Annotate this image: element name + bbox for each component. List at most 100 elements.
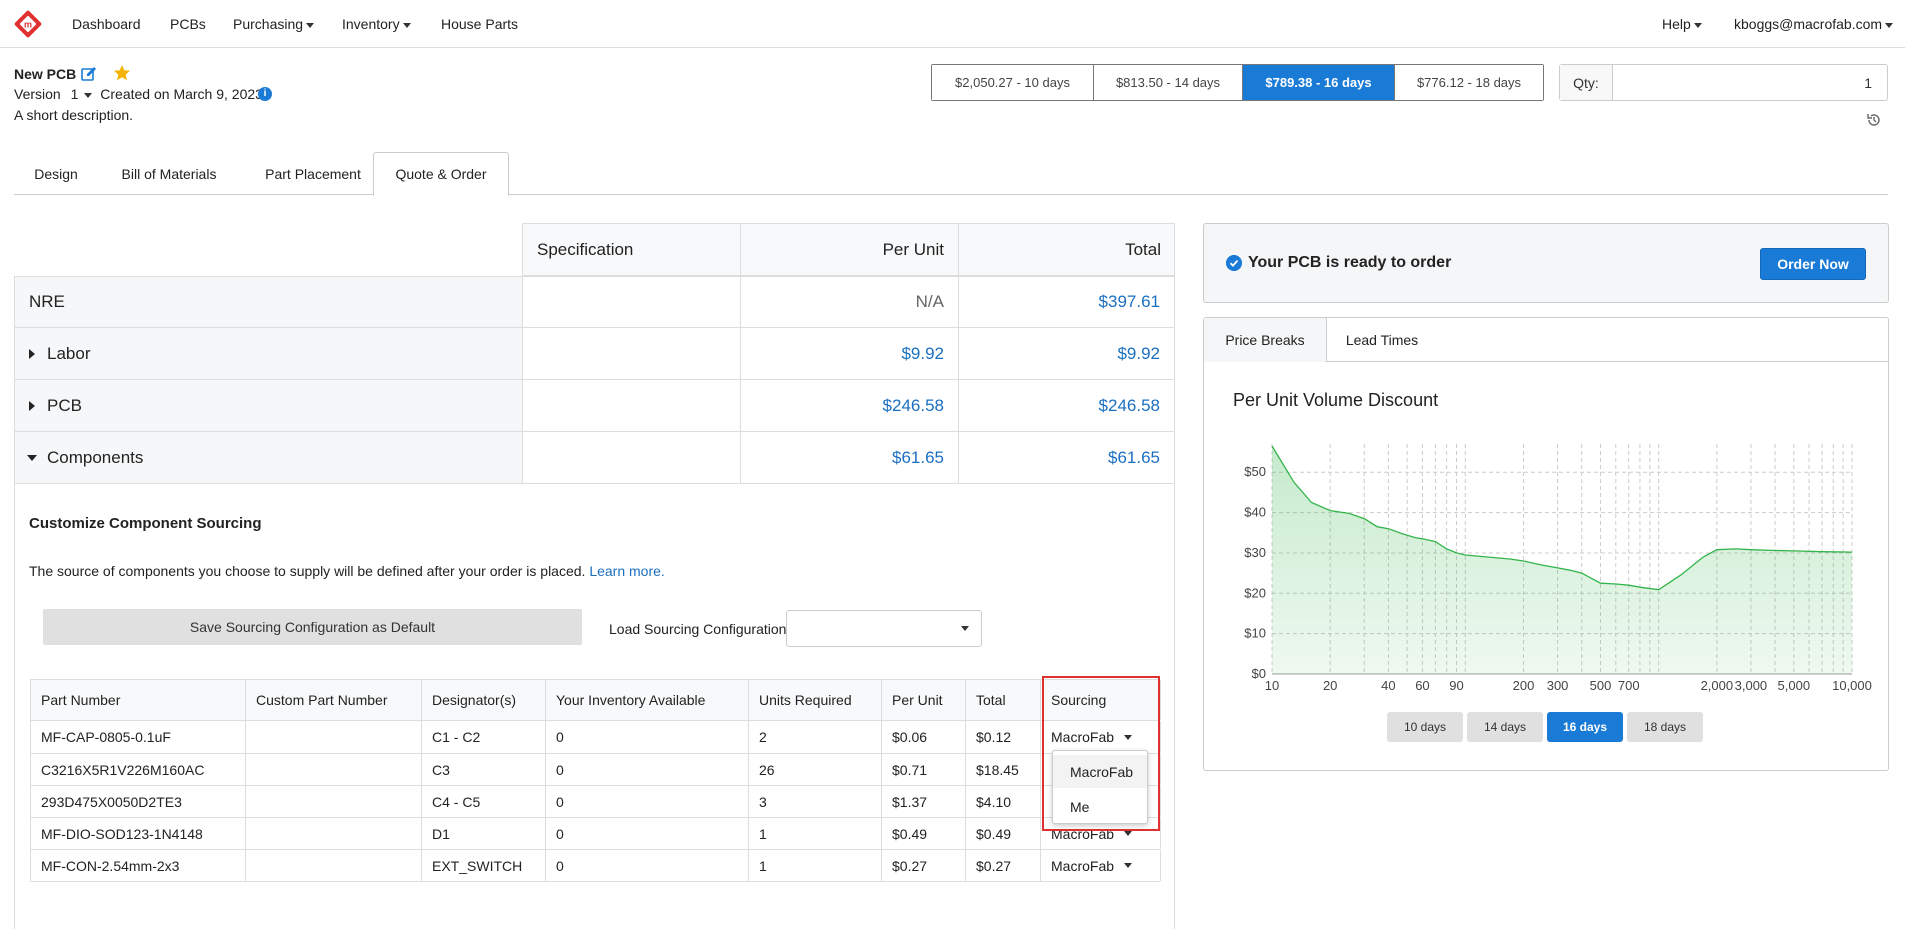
version-select[interactable]: 1 — [71, 86, 93, 102]
col-specification: Specification — [523, 224, 741, 275]
sourcing-select[interactable] — [1041, 754, 1161, 785]
tab-lead-times[interactable]: Lead Times — [1345, 332, 1419, 348]
nav-purchasing[interactable]: Purchasing — [233, 16, 315, 32]
pcb-tabs: Design Bill of Materials Part Placement … — [14, 152, 1888, 196]
day-button-18[interactable]: 18 days — [1627, 712, 1703, 742]
history-icon[interactable] — [1866, 112, 1882, 128]
table-cell: 2 — [749, 721, 882, 753]
price-option-10-days[interactable]: $2,050.27 - 10 days — [932, 65, 1094, 100]
table-cell — [246, 850, 422, 881]
day-button-group: 10 days 14 days 16 days 18 days — [1387, 712, 1703, 742]
table-cell: $0.49 — [882, 818, 966, 849]
sourcing-value: MacroFab — [1051, 825, 1115, 842]
macrofab-logo[interactable]: m — [12, 8, 44, 40]
series-area — [1272, 446, 1852, 674]
cost-row-label: Labor — [15, 328, 523, 379]
ready-text: Your PCB is ready to order — [1248, 254, 1452, 271]
pcb-title: New PCB — [14, 66, 77, 82]
cost-row-label-text: Labor — [47, 343, 91, 363]
nav-user-menu[interactable]: kboggs@macrofab.com — [1734, 16, 1894, 32]
edit-icon[interactable] — [81, 66, 97, 82]
table-cell: $0.27 — [882, 850, 966, 881]
chevron-down-icon — [402, 22, 411, 28]
per-unit-cell: $246.58 — [741, 380, 959, 431]
save-sourcing-default-button[interactable]: Save Sourcing Configuration as Default — [43, 609, 582, 645]
cost-row-label: PCB — [15, 380, 523, 431]
nav-help-label: Help — [1662, 16, 1691, 32]
x-tick-label: 20 — [1323, 678, 1337, 693]
col-designator-s: Designator(s) — [422, 680, 546, 720]
table-cell: 0 — [546, 754, 749, 785]
nav-purchasing-label: Purchasing — [233, 16, 304, 32]
load-sourcing-label: Load Sourcing Configuration — [609, 621, 787, 637]
table-cell: 0 — [546, 721, 749, 753]
tab-design[interactable]: Design — [34, 165, 78, 182]
table-cell — [246, 786, 422, 817]
day-button-16[interactable]: 16 days — [1547, 712, 1623, 742]
caret-down-icon — [27, 454, 37, 461]
tab-part-placement[interactable]: Part Placement — [265, 165, 361, 182]
table-row: MF-DIO-SOD123-1N4148 D1 0 1 $0.49 $0.49 MacroF… — [30, 818, 1161, 850]
caret-right-icon — [29, 400, 35, 411]
table-cell: 1 — [749, 818, 882, 849]
table-cell: 0 — [546, 818, 749, 849]
x-tick-label: 2,000 — [1701, 678, 1734, 693]
day-button-14[interactable]: 14 days — [1467, 712, 1543, 742]
table-cell: D1 — [422, 818, 546, 849]
sourcing-option-me[interactable]: Me — [1070, 798, 1090, 815]
sourcing-select[interactable]: MacroFab — [1041, 850, 1161, 881]
info-icon[interactable]: i — [258, 87, 272, 101]
table-cell: C4 - C5 — [422, 786, 546, 817]
cost-row-nre: NRE N/A $397.61 — [14, 276, 1175, 328]
table-cell: MF-DIO-SOD123-1N4148 — [31, 818, 246, 849]
ready-to-order-panel: Your PCB is ready to order Order Now — [1203, 223, 1889, 303]
tab-quote-order[interactable]: Quote & Order — [373, 152, 509, 196]
tab-divider — [1327, 361, 1889, 362]
nav-house-parts[interactable]: House Parts — [441, 16, 519, 32]
x-tick-label: 3,000 — [1735, 678, 1768, 693]
tab-price-breaks[interactable]: Price Breaks — [1204, 318, 1327, 362]
sourcing-select[interactable] — [1041, 786, 1161, 817]
version-label: Version — [14, 86, 61, 102]
nav-inventory[interactable]: Inventory — [342, 16, 411, 32]
table-cell: 0 — [546, 850, 749, 881]
col-part-number: Part Number — [31, 680, 246, 720]
tab-bill-of-materials[interactable]: Bill of Materials — [121, 165, 217, 182]
x-tick-label: 200 — [1513, 678, 1535, 693]
day-button-10[interactable]: 10 days — [1387, 712, 1463, 742]
price-option-16-days[interactable]: $789.38 - 16 days — [1243, 65, 1395, 100]
cost-row-components[interactable]: Components $61.65 $61.65 — [14, 432, 1175, 484]
spec-cell — [523, 277, 741, 327]
table-row: MF-CON-2.54mm-2x3 EXT_SWITCH 0 1 $0.27 $0.27 M… — [30, 850, 1161, 882]
cost-row-labor[interactable]: Labor $9.92 $9.92 — [14, 328, 1175, 380]
cost-row-label-text: Components — [47, 447, 144, 467]
load-sourcing-select[interactable] — [786, 610, 982, 647]
star-icon[interactable] — [113, 64, 131, 82]
order-now-button[interactable]: Order Now — [1760, 248, 1866, 280]
nav-help[interactable]: Help — [1662, 16, 1702, 32]
qty-input[interactable]: 1 — [1864, 74, 1872, 91]
y-tick-label: $10 — [1244, 626, 1266, 641]
sourcing-option-macrofab[interactable]: MacroFab — [1053, 755, 1147, 788]
table-cell — [246, 754, 422, 785]
col-per-unit: Per Unit — [882, 680, 966, 720]
pcb-description: A short description. — [14, 107, 134, 123]
price-option-14-days[interactable]: $813.50 - 14 days — [1094, 65, 1243, 100]
nav-user-label: kboggs@macrofab.com — [1734, 16, 1883, 32]
table-cell: $4.10 — [966, 786, 1041, 817]
price-chart-panel: Price Breaks Lead Times Per Unit Volume … — [1203, 317, 1889, 771]
table-cell: $0.49 — [966, 818, 1041, 849]
table-cell: 3 — [749, 786, 882, 817]
sourcing-description-text: The source of components you choose to s… — [29, 563, 586, 579]
price-option-18-days[interactable]: $776.12 - 18 days — [1395, 65, 1543, 100]
y-tick-label: $40 — [1244, 505, 1266, 520]
cost-row-label: Components — [15, 432, 523, 483]
cost-row-pcb[interactable]: PCB $246.58 $246.58 — [14, 380, 1175, 432]
spec-cell — [523, 328, 741, 379]
chevron-down-icon — [1124, 831, 1133, 836]
sourcing-select[interactable]: MacroFab — [1041, 721, 1161, 753]
col-total: Total — [966, 680, 1041, 720]
nav-pcbs[interactable]: PCBs — [170, 16, 206, 32]
nav-dashboard[interactable]: Dashboard — [72, 16, 141, 32]
learn-more-link[interactable]: Learn more. — [589, 563, 665, 579]
